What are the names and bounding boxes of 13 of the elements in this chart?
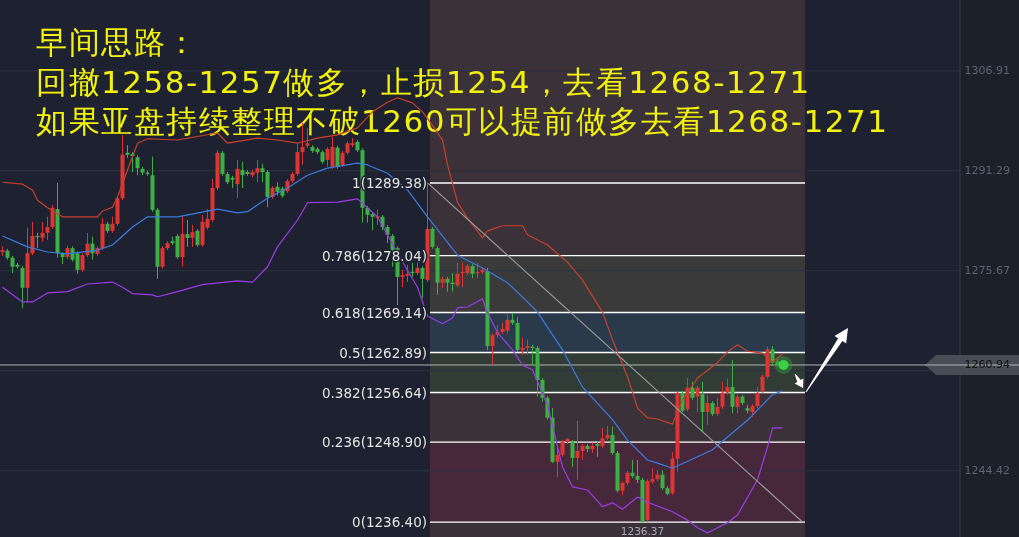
annotation: 回撤1258-1257做多，止损1254，去看1268-1271 [36, 64, 811, 100]
ref-line-label: 0.618(1269.14) [321, 304, 427, 321]
y-tick-label: 1306.91 [964, 64, 1010, 78]
ref-line-label: 0.382(1256.64) [321, 384, 427, 401]
ref-line-label: 0.5(1262.89) [339, 344, 427, 361]
ref-line-label: 0(1236.40) [352, 514, 427, 531]
ref-line-label: 1260.94 [964, 358, 1010, 372]
ref-line-label: 0.236(1248.90) [321, 434, 427, 451]
annotation: 1236.37 [620, 525, 665, 537]
y-tick-label: 1244.42 [964, 464, 1010, 478]
y-tick-label: 1275.67 [964, 264, 1010, 278]
text: 早间思路： [36, 24, 199, 60]
y-tick-label: 1291.29 [964, 164, 1010, 178]
